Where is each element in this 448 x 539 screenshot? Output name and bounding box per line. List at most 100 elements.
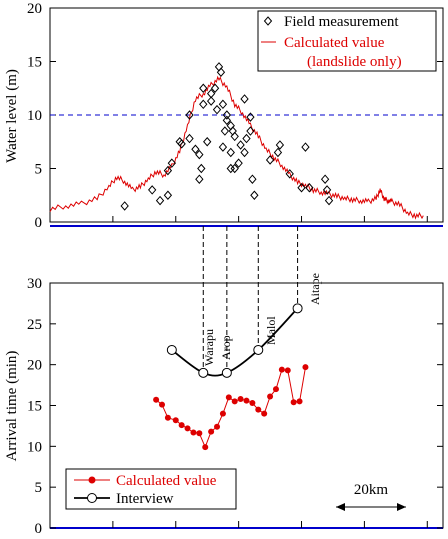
- field-measurement-points: [120, 62, 334, 211]
- interview-point: [198, 367, 209, 378]
- field-measurement-point: [210, 83, 220, 94]
- field-measurement-point: [120, 201, 129, 211]
- top-y-tick-label: 10: [27, 108, 42, 124]
- calculated-value-line: [49, 75, 424, 220]
- field-measurement-point: [212, 104, 222, 115]
- calculated-arrival-point: [153, 396, 160, 403]
- arrival-time-chart: 0 5 10 15 20 25 30 Arrival time (min) Warapu A…: [4, 273, 444, 537]
- water-level-chart: 0 5 10 15 20 Water level (m) Field measureme…: [4, 1, 444, 231]
- bottom-y-tick-label: 30: [27, 276, 42, 292]
- field-measurement-point: [185, 133, 194, 144]
- calculated-arrival-point: [208, 428, 215, 435]
- field-measurement-point: [305, 183, 314, 193]
- calculated-arrival-point: [255, 406, 262, 413]
- field-measurement-point: [216, 67, 226, 77]
- top-y-tick-label: 5: [35, 162, 43, 178]
- field-measurement-point: [222, 110, 232, 120]
- legend-calculated-value-label: Calculated value: [284, 35, 385, 51]
- field-measurement-point: [185, 110, 194, 120]
- interview-point: [166, 344, 177, 355]
- scale-bar: 20km: [336, 482, 406, 511]
- scale-bar-left-arrow: [336, 503, 345, 511]
- top-y-tick-label: 15: [27, 55, 42, 71]
- field-measurement-point: [324, 195, 334, 206]
- calculated-arrival-line: [155, 367, 306, 449]
- field-measurement-point: [195, 149, 204, 160]
- bottom-y-tick-label: 0: [35, 521, 43, 537]
- calculated-arrival-point: [196, 430, 203, 437]
- top-legend-box: [257, 10, 437, 72]
- field-measurement-point: [246, 126, 255, 136]
- top-y-ticks: 0 5 10 15 20: [27, 1, 443, 231]
- place-connector-lines: [202, 226, 299, 368]
- field-measurement-point: [275, 140, 285, 150]
- calculated-arrival-point: [243, 397, 250, 404]
- field-measurement-point: [214, 62, 224, 72]
- field-measurement-point: [191, 144, 200, 154]
- bottom-y-tick-label: 20: [27, 358, 42, 374]
- field-measurement-point: [242, 133, 251, 144]
- field-measurement-point: [220, 126, 230, 136]
- field-measurement-point: [301, 142, 310, 152]
- bottom-y-tick-label: 25: [27, 317, 42, 333]
- field-measurement-point: [234, 158, 243, 168]
- field-measurement-point: [177, 139, 186, 149]
- calculated-arrival-point: [249, 400, 256, 407]
- calculated-arrival-point: [267, 393, 274, 400]
- field-measurement-point: [297, 183, 306, 193]
- field-measurement-point: [240, 147, 249, 158]
- field-measurement-point: [236, 140, 245, 150]
- calculated-arrival-points: [153, 364, 309, 451]
- calculated-arrival-point: [302, 364, 309, 371]
- interview-point: [253, 344, 264, 355]
- field-measurement-point: [199, 99, 208, 110]
- calculated-arrival-point: [159, 401, 166, 408]
- calculated-arrival-point: [231, 398, 238, 405]
- field-measurement-point: [163, 190, 173, 201]
- place-label-warapu: Warapu: [202, 329, 216, 366]
- place-label-aitape: Aitape: [308, 273, 322, 305]
- field-measurement-point: [203, 136, 212, 147]
- field-measurement-point: [195, 174, 204, 184]
- field-measurement-point: [322, 185, 332, 195]
- field-measurement-point: [222, 115, 232, 126]
- calculated-arrival-point: [284, 367, 291, 374]
- legend-landslide-only-label: (landslide only): [307, 54, 402, 70]
- place-label-arop: Arop: [219, 335, 233, 360]
- field-measurement-point: [163, 165, 173, 176]
- field-measurement-point: [206, 96, 216, 106]
- bottom-legend: Calculated value Interview: [65, 468, 237, 510]
- field-measurement-point: [228, 126, 237, 136]
- calculated-arrival-point: [237, 395, 244, 402]
- interview-point: [292, 303, 303, 314]
- legend-interview-label: Interview: [116, 491, 174, 507]
- calculated-arrival-point: [164, 414, 171, 421]
- field-measurement-point: [148, 185, 157, 195]
- legend-red-dot-icon: [88, 476, 96, 484]
- field-measurement-point: [206, 88, 216, 99]
- calculated-arrival-point: [184, 425, 191, 432]
- field-measurement-point: [248, 174, 257, 184]
- top-y-tick-label: 0: [35, 215, 43, 231]
- bottom-ticks: 0 5 10 15 20 25 30: [27, 276, 443, 537]
- field-measurement-point: [218, 99, 228, 110]
- bottom-y-tick-label: 15: [27, 399, 42, 415]
- field-measurement-point: [230, 131, 239, 142]
- calculated-arrival-point: [219, 410, 226, 417]
- legend-diamond-icon: [263, 16, 273, 26]
- calculated-arrival-point: [290, 399, 297, 406]
- field-measurement-point: [226, 147, 235, 158]
- calculated-arrival-point: [261, 410, 268, 417]
- calculated-arrival-point: [214, 423, 221, 430]
- field-measurement-point: [240, 94, 249, 104]
- field-measurement-point: [246, 112, 255, 122]
- field-measurement-point: [199, 83, 208, 94]
- calculated-arrival-point: [272, 386, 279, 393]
- field-measurement-point: [230, 163, 239, 174]
- interview-line: [171, 307, 299, 377]
- legend-calculated-arrival-label: Calculated value: [116, 473, 217, 489]
- interview-points: [166, 303, 303, 378]
- top-legend: Field measurement Calculated value (land…: [257, 10, 437, 72]
- top-y-axis-label: Water level (m): [4, 69, 20, 163]
